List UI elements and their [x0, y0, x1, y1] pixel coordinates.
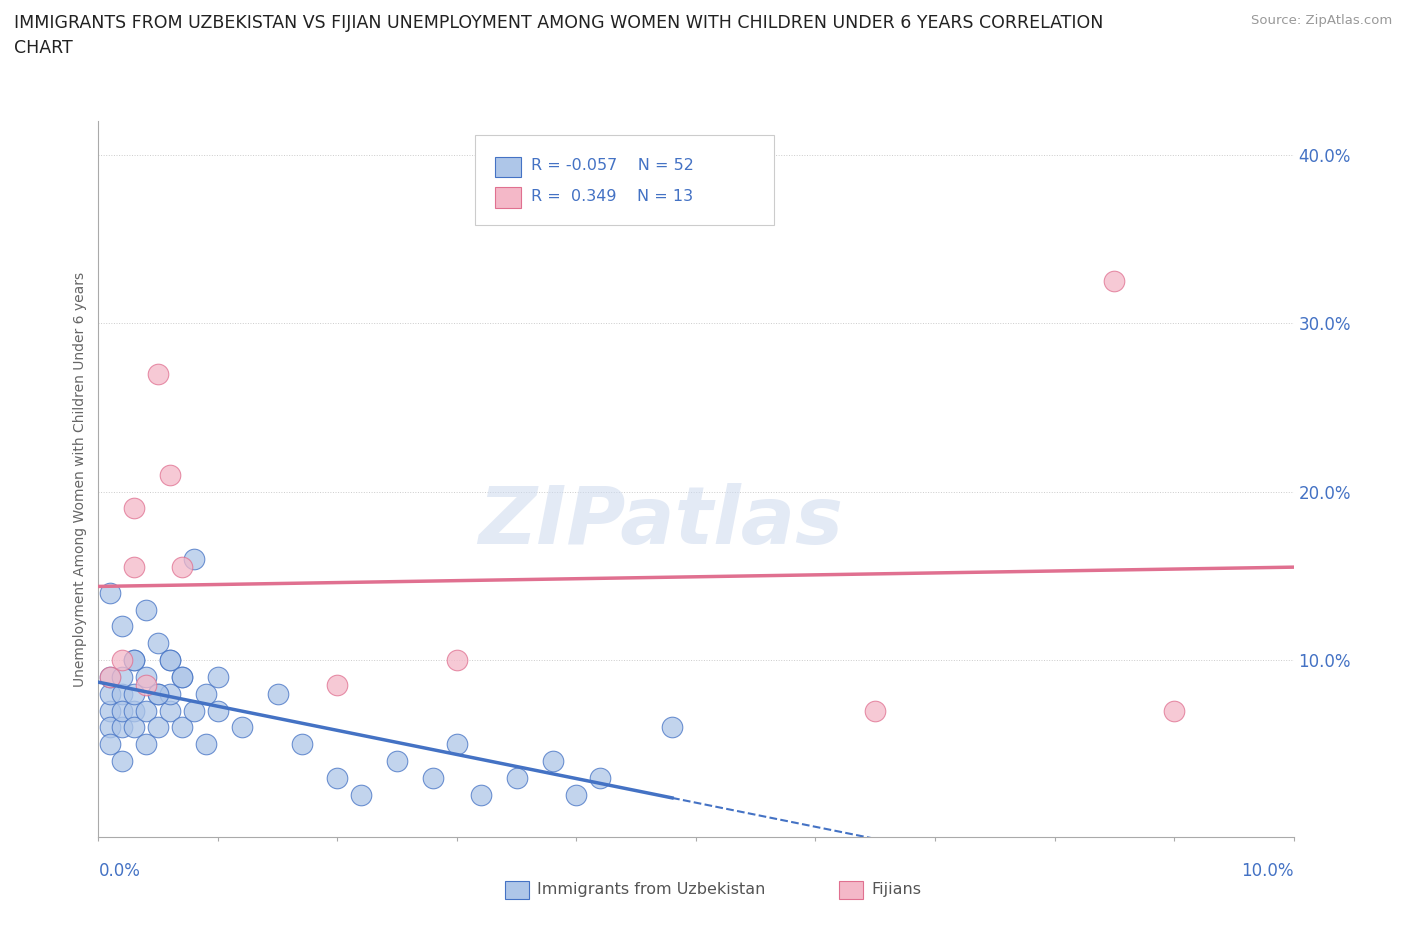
Point [422, 771, 444, 786]
Text: IMMIGRANTS FROM UZBEKISTAN VS FIJIAN UNEMPLOYMENT AMONG WOMEN WITH CHILDREN UNDE: IMMIGRANTS FROM UZBEKISTAN VS FIJIAN UNE… [14, 14, 1104, 57]
Point [135, 737, 157, 751]
Point [385, 753, 409, 768]
Bar [495, 157, 522, 177]
Text: ZIPatlas: ZIPatlas [478, 483, 842, 561]
Point [661, 720, 683, 735]
Point [124, 560, 146, 575]
FancyBboxPatch shape [475, 135, 773, 225]
Point [111, 653, 134, 668]
Text: Immigrants from Uzbekistan: Immigrants from Uzbekistan [537, 883, 765, 897]
Point [148, 636, 170, 651]
Point [589, 771, 612, 786]
Point [98, 720, 122, 735]
Point [172, 560, 194, 575]
Point [98, 737, 122, 751]
Point [124, 653, 146, 668]
Point [148, 720, 170, 735]
Point [111, 686, 134, 701]
Point [135, 670, 157, 684]
Point [124, 720, 146, 735]
Point [172, 720, 194, 735]
Point [135, 678, 157, 693]
Point [446, 737, 468, 751]
Point [350, 788, 373, 803]
Text: 10.0%: 10.0% [1241, 862, 1294, 881]
Point [195, 686, 218, 701]
Point [124, 686, 146, 701]
Point [159, 703, 181, 718]
Point [1104, 273, 1126, 288]
Y-axis label: Unemployment Among Women with Children Under 6 years: Unemployment Among Women with Children U… [73, 272, 87, 686]
Point [470, 788, 492, 803]
Point [111, 703, 134, 718]
Point [267, 686, 290, 701]
Text: R =  0.349    N = 13: R = 0.349 N = 13 [531, 189, 693, 204]
Point [135, 703, 157, 718]
Point [172, 670, 194, 684]
Point [111, 619, 134, 634]
Point [124, 653, 146, 668]
Point [159, 686, 181, 701]
Point [159, 653, 181, 668]
Point [207, 670, 229, 684]
Point [183, 703, 205, 718]
Point [111, 720, 134, 735]
Point [135, 602, 157, 617]
Point [172, 670, 194, 684]
Point [865, 703, 887, 718]
Bar [495, 188, 522, 207]
Point [124, 501, 146, 516]
Point [159, 653, 181, 668]
Point [446, 653, 468, 668]
Point [183, 551, 205, 566]
Point [326, 678, 349, 693]
Point [111, 753, 134, 768]
Bar [505, 882, 529, 899]
Point [541, 753, 564, 768]
Text: Fijians: Fijians [872, 883, 922, 897]
Bar [839, 882, 863, 899]
Text: Source: ZipAtlas.com: Source: ZipAtlas.com [1251, 14, 1392, 27]
Point [207, 703, 229, 718]
Point [195, 737, 218, 751]
Point [98, 686, 122, 701]
Point [111, 670, 134, 684]
Point [98, 670, 122, 684]
Point [148, 366, 170, 381]
Point [98, 670, 122, 684]
Point [148, 686, 170, 701]
Point [124, 703, 146, 718]
Text: 0.0%: 0.0% [98, 862, 141, 881]
Point [1163, 703, 1185, 718]
Point [98, 703, 122, 718]
Point [506, 771, 529, 786]
Point [148, 686, 170, 701]
Point [159, 467, 181, 482]
Point [326, 771, 349, 786]
Point [565, 788, 588, 803]
Text: R = -0.057    N = 52: R = -0.057 N = 52 [531, 158, 695, 173]
Point [291, 737, 314, 751]
Point [231, 720, 253, 735]
Point [98, 585, 122, 600]
